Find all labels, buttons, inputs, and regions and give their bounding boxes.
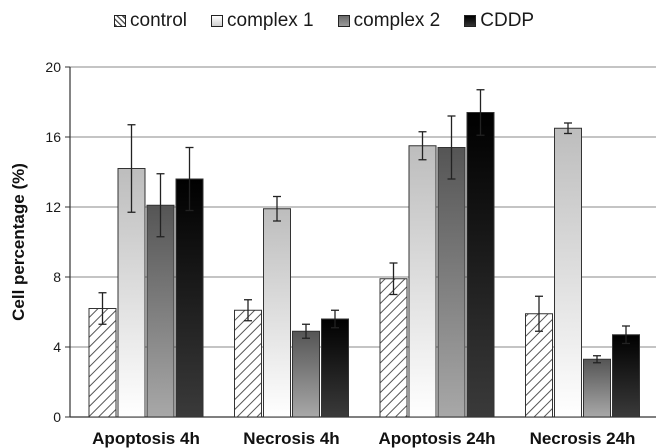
y-tick-label: 4 xyxy=(53,339,61,355)
legend-swatch xyxy=(337,15,350,27)
bar-complex-2 xyxy=(146,204,175,418)
legend-label: control xyxy=(130,10,188,31)
legend-swatch xyxy=(464,15,477,27)
legend-swatch xyxy=(114,15,126,27)
bar-control xyxy=(234,309,262,418)
bar-complex-2 xyxy=(437,147,466,418)
y-tick-label: 12 xyxy=(45,199,61,215)
bar-cddp xyxy=(466,112,495,418)
legend: control complex 1 complex 2 CDDP xyxy=(114,9,558,33)
legend-item: CDDP xyxy=(464,10,534,32)
legend-swatch xyxy=(211,15,224,27)
legend-label: complex 2 xyxy=(353,10,441,31)
y-tick-label: 8 xyxy=(53,269,61,285)
y-tick-label: 0 xyxy=(53,409,61,425)
legend-item: control xyxy=(114,10,187,32)
bar-complex-1 xyxy=(263,208,291,418)
y-tick-label: 16 xyxy=(45,129,61,145)
x-category-label: Apoptosis 24h xyxy=(378,429,495,448)
x-category-label: Necrosis 24h xyxy=(530,429,636,448)
legend-label: complex 1 xyxy=(227,10,314,31)
y-tick-label: 20 xyxy=(45,59,61,75)
bar-cddp xyxy=(321,318,349,418)
legend-item: complex 1 xyxy=(211,10,314,32)
error-bars xyxy=(98,89,630,364)
x-category-label: Apoptosis 4h xyxy=(92,429,200,448)
bar-cddp xyxy=(612,334,640,418)
bar-complex-2 xyxy=(583,358,611,418)
legend-label: CDDP xyxy=(480,10,535,31)
axis-labels: 0 4 8 12 16 20 Apoptosis 4h Necrosis 4h Apoptosi… xyxy=(9,59,635,448)
bar-control xyxy=(88,308,117,418)
bar-control xyxy=(379,278,408,418)
legend-item: complex 2 xyxy=(337,10,441,32)
bar-complex-1 xyxy=(117,168,146,418)
bar-complex-2 xyxy=(292,330,320,418)
bar-complex-1 xyxy=(408,145,437,418)
bar-complex-1 xyxy=(554,127,582,418)
bars xyxy=(88,112,640,418)
y-axis-title: Cell percentage (%) xyxy=(9,163,28,321)
x-category-label: Necrosis 4h xyxy=(243,429,339,448)
bar-cddp xyxy=(175,178,204,418)
